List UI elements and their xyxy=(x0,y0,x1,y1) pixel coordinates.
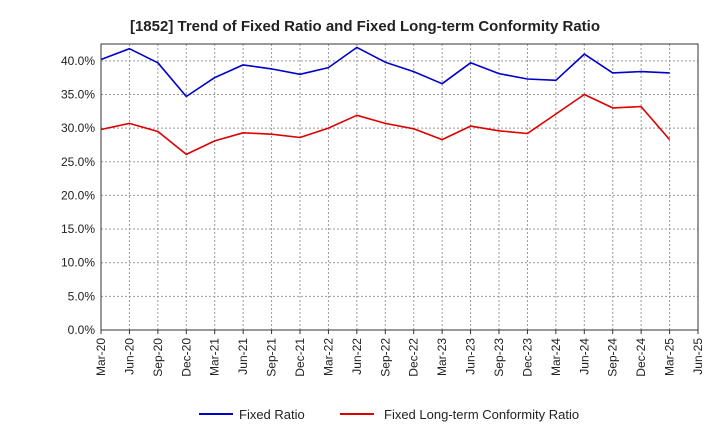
x-tick-label: Mar-22 xyxy=(321,338,335,376)
y-tick-label: 35.0% xyxy=(61,87,95,101)
x-tick-label: Sep-22 xyxy=(378,338,392,377)
x-tick-label: Sep-23 xyxy=(492,338,506,377)
series-line-1 xyxy=(100,46,670,98)
y-tick-label: 10.0% xyxy=(61,256,95,270)
x-tick-label: Dec-21 xyxy=(293,338,307,377)
x-tick-label: Mar-25 xyxy=(663,338,677,376)
x-tick-label: Sep-21 xyxy=(265,338,279,377)
x-tick-label: Sep-24 xyxy=(606,338,620,377)
series-line-2 xyxy=(100,93,671,156)
y-tick-label: 15.0% xyxy=(61,222,95,236)
y-tick-labels: 0.0% 5.0% 10.0% 15.0% 20.0% 25.0% 30.0% 35.0% 40… xyxy=(61,54,95,337)
x-tick-label: Jun-25 xyxy=(691,338,705,375)
y-tick-label: 20.0% xyxy=(61,188,95,202)
x-tick-label: Jun-23 xyxy=(464,338,478,375)
x-tick-label: Mar-21 xyxy=(208,338,222,376)
grid xyxy=(101,44,698,330)
x-tick-label: Sep-20 xyxy=(151,338,165,377)
x-tick-label: Dec-24 xyxy=(634,338,648,377)
y-tick-label: 5.0% xyxy=(68,289,96,303)
x-tick-label: Mar-23 xyxy=(435,338,449,376)
y-tick-label: 25.0% xyxy=(61,155,95,169)
x-tick-label: Jun-20 xyxy=(122,338,136,375)
y-tick-label: 40.0% xyxy=(61,54,95,68)
x-tick-label: Jun-22 xyxy=(350,338,364,375)
legend: Fixed Ratio Fixed Long-term Conformity Ra… xyxy=(199,407,579,422)
x-tick-label: Dec-22 xyxy=(407,338,421,377)
x-tick-labels: Mar-20 Jun-20 Sep-20 Dec-20 Mar-21 Jun-21 Sep-… xyxy=(94,338,705,377)
x-tick-label: Mar-24 xyxy=(549,338,563,376)
series-layer xyxy=(100,46,671,156)
y-tick-label: 30.0% xyxy=(61,121,95,135)
plot-frame xyxy=(100,43,699,331)
axes xyxy=(100,43,699,334)
x-tick-label: Dec-20 xyxy=(179,338,193,377)
x-tick-label: Mar-20 xyxy=(94,338,108,376)
legend-label-1: Fixed Ratio xyxy=(239,407,305,422)
legend-label-2: Fixed Long-term Conformity Ratio xyxy=(384,407,579,422)
x-tick-label: Jun-24 xyxy=(577,338,591,375)
chart-title: [1852] Trend of Fixed Ratio and Fixed Lo… xyxy=(130,18,600,35)
x-tick-label: Jun-21 xyxy=(236,338,250,375)
y-tick-label: 0.0% xyxy=(68,323,96,337)
x-tick-label: Dec-23 xyxy=(520,338,534,377)
